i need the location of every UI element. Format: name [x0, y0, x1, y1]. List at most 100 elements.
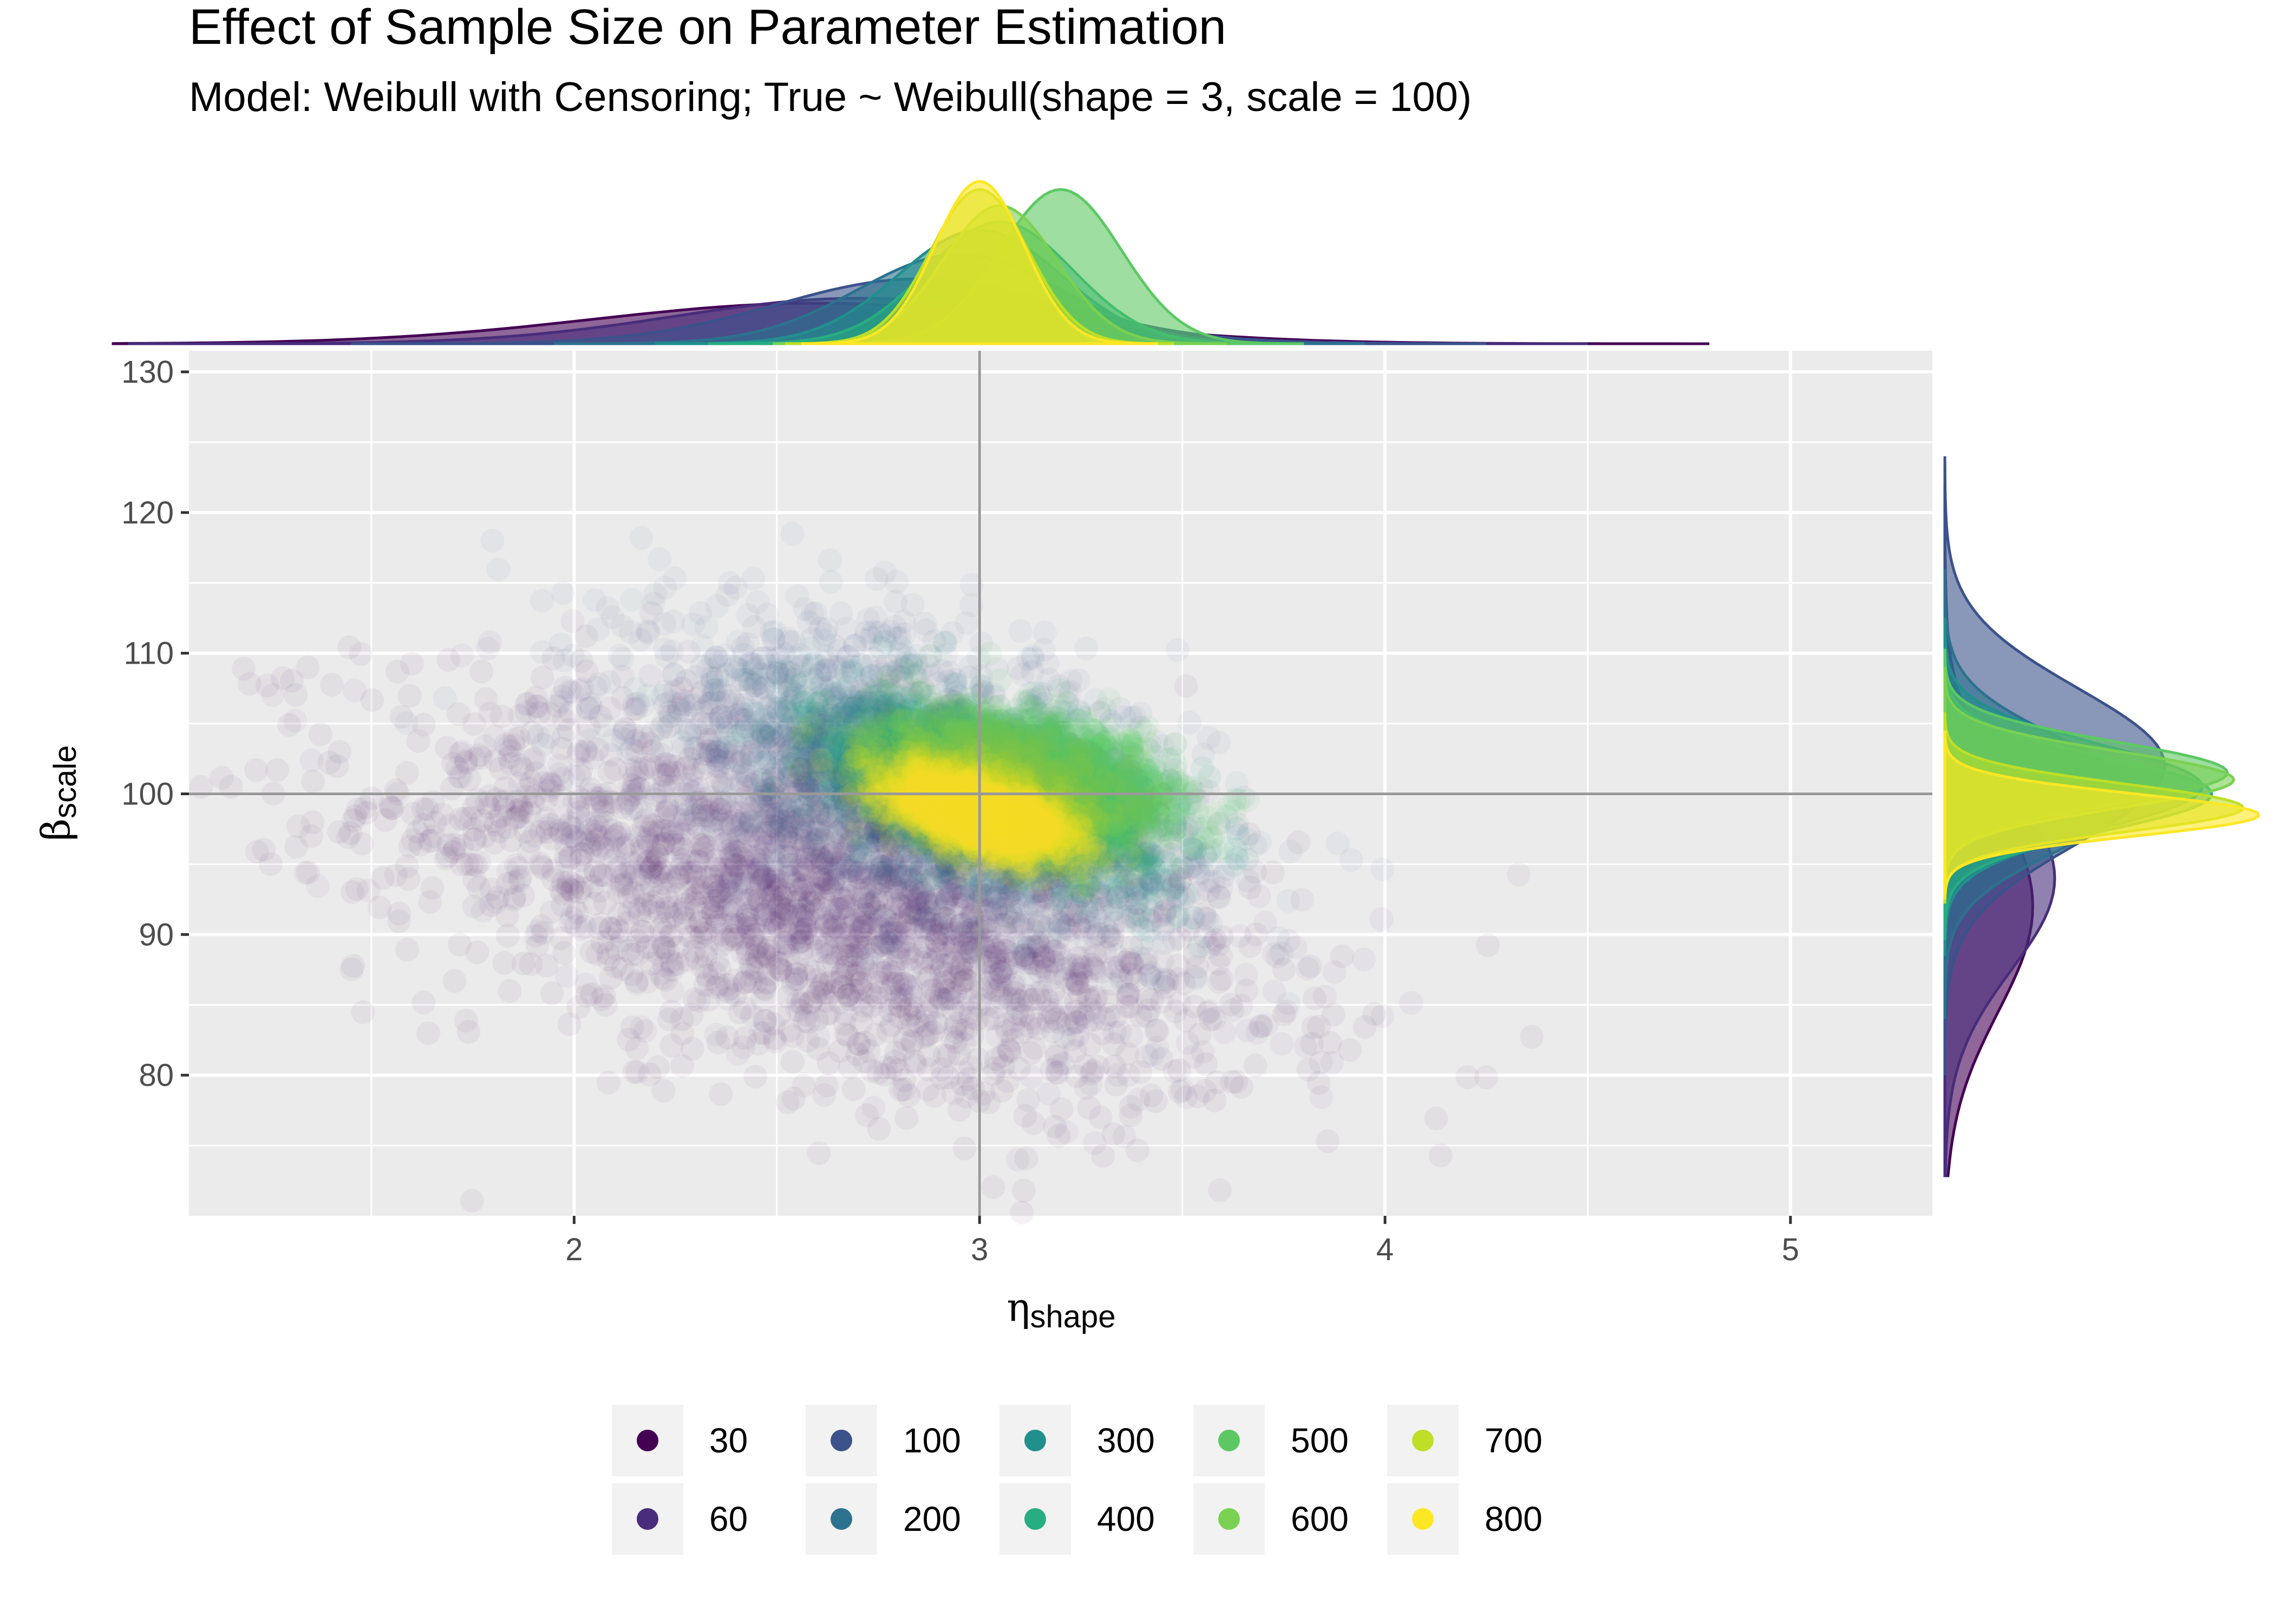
- data-point: [801, 890, 826, 915]
- data-point: [502, 888, 526, 912]
- data-point: [770, 844, 795, 869]
- data-point: [866, 1060, 891, 1085]
- data-point: [1110, 757, 1135, 782]
- data-point: [1001, 973, 1025, 997]
- data-point: [888, 987, 913, 1011]
- data-point: [1063, 1010, 1088, 1033]
- data-point: [620, 722, 645, 746]
- data-point: [629, 628, 652, 652]
- data-point: [787, 931, 811, 955]
- data-point: [1113, 950, 1138, 974]
- data-point: [1012, 944, 1036, 968]
- data-point: [1272, 1002, 1296, 1026]
- data-point: [814, 988, 838, 1013]
- data-point: [989, 974, 1013, 998]
- data-point: [597, 760, 622, 784]
- data-point: [524, 694, 548, 718]
- data-point: [1074, 636, 1099, 660]
- data-point: [655, 896, 679, 920]
- data-point: [514, 700, 539, 724]
- data-point: [1022, 1111, 1045, 1135]
- data-point: [1276, 991, 1301, 1016]
- data-point: [863, 817, 887, 841]
- data-point: [461, 795, 486, 820]
- data-point: [792, 1009, 816, 1033]
- data-point: [866, 970, 890, 994]
- data-point: [477, 795, 501, 820]
- data-point: [1162, 873, 1186, 896]
- data-point: [876, 858, 900, 882]
- data-point: [607, 644, 632, 668]
- data-point: [881, 955, 905, 979]
- data-point: [654, 752, 678, 777]
- data-point: [498, 979, 522, 1003]
- data-point: [916, 1077, 939, 1102]
- data-point: [624, 972, 649, 996]
- data-point: [1051, 1052, 1075, 1076]
- data-point: [641, 739, 665, 763]
- data-point: [1207, 970, 1231, 994]
- data-point: [625, 760, 649, 784]
- data-point: [903, 1002, 927, 1026]
- data-point: [696, 895, 721, 920]
- data-point: [838, 987, 862, 1012]
- data-point: [896, 780, 920, 804]
- data-point: [958, 811, 982, 836]
- data-point: [991, 956, 1015, 980]
- data-point: [603, 824, 628, 849]
- data-point: [659, 905, 684, 929]
- data-point: [793, 964, 817, 988]
- data-point: [1126, 848, 1151, 872]
- data-point: [354, 801, 378, 825]
- data-point: [721, 831, 745, 856]
- data-point: [284, 683, 308, 707]
- data-point: [662, 663, 685, 687]
- data-point: [642, 592, 666, 616]
- data-point: [995, 939, 1019, 964]
- data-point: [819, 918, 843, 942]
- data-point: [936, 987, 960, 1011]
- data-point: [1033, 620, 1057, 645]
- data-point: [1316, 1129, 1340, 1153]
- data-point: [702, 888, 726, 913]
- data-point: [759, 718, 783, 742]
- data-point: [730, 744, 755, 768]
- data-point: [1194, 1052, 1218, 1077]
- data-point: [660, 822, 684, 846]
- data-point: [1506, 862, 1531, 887]
- data-point: [831, 887, 854, 912]
- data-point: [921, 1020, 945, 1044]
- data-point: [320, 673, 344, 697]
- data-point: [822, 979, 846, 1003]
- chart-title: Effect of Sample Size on Parameter Estim…: [189, 0, 1226, 55]
- data-point: [492, 951, 517, 975]
- data-point: [603, 757, 628, 781]
- data-point: [744, 892, 769, 916]
- data-point: [913, 934, 937, 959]
- data-point: [1227, 924, 1252, 948]
- data-point: [790, 897, 815, 921]
- data-point: [486, 886, 510, 910]
- data-point: [568, 763, 592, 788]
- data-point: [810, 846, 834, 870]
- data-point: [649, 780, 674, 804]
- data-point: [687, 989, 711, 1013]
- data-point: [580, 982, 604, 1006]
- data-point: [709, 1082, 733, 1106]
- data-point: [1083, 986, 1107, 1011]
- data-point: [585, 942, 610, 966]
- data-point: [858, 744, 883, 768]
- data-point: [852, 1049, 877, 1073]
- data-point: [448, 932, 472, 957]
- data-point: [704, 747, 728, 771]
- data-point: [847, 988, 871, 1013]
- data-point: [1086, 922, 1110, 946]
- data-point: [828, 896, 853, 921]
- data-point: [1153, 900, 1177, 924]
- data-point: [917, 907, 941, 931]
- data-point: [417, 829, 441, 853]
- data-point: [622, 894, 646, 918]
- data-point: [903, 1049, 926, 1073]
- data-point: [872, 961, 897, 985]
- data-point: [747, 888, 771, 912]
